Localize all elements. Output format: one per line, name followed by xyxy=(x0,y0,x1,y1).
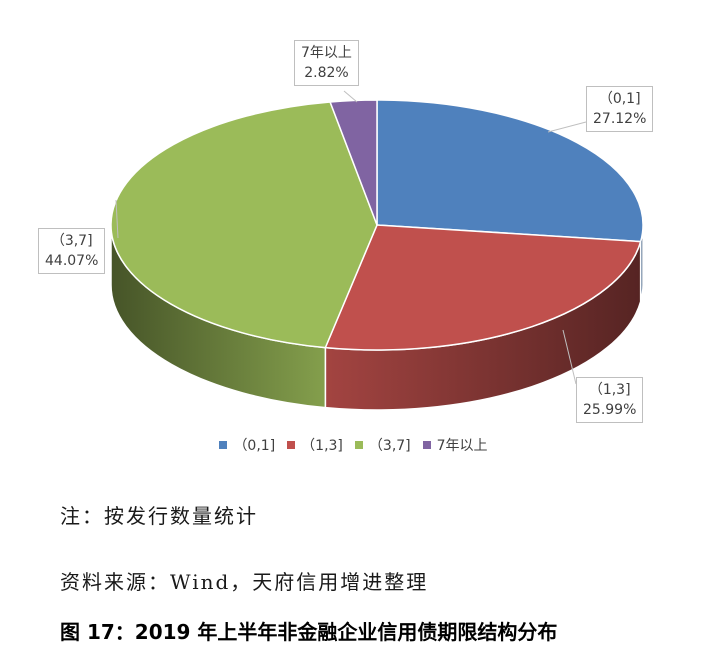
pie-slice-segment-7-plus xyxy=(329,99,378,226)
legend-swatch xyxy=(287,441,296,449)
data-label-segment-3-7: （3,7] 44.07% xyxy=(38,228,106,274)
legend-swatch xyxy=(422,441,431,449)
legend-swatch xyxy=(219,441,228,449)
data-label-segment-7-plus: 7年以上 2.82% xyxy=(294,40,359,86)
data-label-category: （3,7] xyxy=(50,233,93,249)
chart-legend: （0,1] （1,3] （3,7] 7年以上 xyxy=(0,435,707,455)
data-label-segment-0-1: （0,1] 27.12% xyxy=(586,86,654,132)
pie-slice-segment-0-1 xyxy=(376,99,644,243)
legend-item-segment-0-1: （0,1] xyxy=(219,435,275,455)
pie-chart: （0,1] 27.12% （1,3] 25.99% （3,7] 44.07% 7年以上 2.8… xyxy=(38,40,654,423)
figure-caption: 图 17：2019 年上半年非金融企业信用债期限结构分布 xyxy=(60,620,558,644)
leader-line-segment-7-plus xyxy=(343,90,358,103)
data-label-value: 27.12% xyxy=(593,111,647,127)
legend-label: （3,7] xyxy=(368,438,411,454)
data-label-segment-1-3: （1,3] 25.99% xyxy=(576,377,644,423)
legend-item-segment-3-7: （3,7] xyxy=(354,435,411,455)
data-label-value: 44.07% xyxy=(45,253,99,269)
leader-line-segment-0-1 xyxy=(547,121,587,133)
pie-slice-segment-1-3 xyxy=(324,224,642,351)
legend-label: 7年以上 xyxy=(436,438,488,454)
data-label-category: 7年以上 xyxy=(301,45,352,61)
legend-label: （0,1] xyxy=(233,438,276,454)
chart-source: 资料来源：Wind，天府信用增进整理 xyxy=(60,570,429,594)
chart-note: 注：按发行数量统计 xyxy=(60,504,258,528)
leader-line-segment-3-7 xyxy=(115,199,119,239)
pie-slice-segment-3-7 xyxy=(110,101,378,349)
data-label-category: （0,1] xyxy=(598,91,641,107)
data-label-value: 2.82% xyxy=(304,65,349,81)
pie-chart-svg xyxy=(110,90,644,411)
legend-label: （1,3] xyxy=(301,438,343,454)
legend-item-segment-7-plus: 7年以上 xyxy=(422,435,488,455)
legend-item-segment-1-3: （1,3] xyxy=(287,435,343,455)
legend-swatch xyxy=(354,441,363,449)
data-label-value: 25.99% xyxy=(583,402,637,418)
data-label-category: （1,3] xyxy=(588,382,631,398)
leader-line-segment-1-3 xyxy=(562,329,577,385)
